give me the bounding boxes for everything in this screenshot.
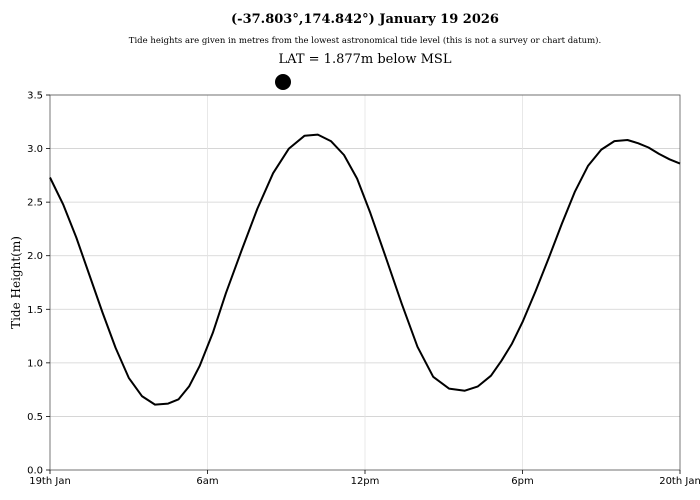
- x-tick-label: 12pm: [351, 476, 380, 487]
- x-tick-label: 19th Jan: [29, 476, 71, 487]
- x-tick-label: 20th Jan: [659, 476, 700, 487]
- y-tick-label: 3.0: [27, 144, 43, 155]
- chart-subtitle: Tide heights are given in metres from th…: [128, 36, 602, 46]
- y-tick-label: 3.5: [27, 91, 43, 102]
- y-tick-label: 2.5: [27, 198, 43, 209]
- y-tick-label: 2.0: [27, 251, 43, 262]
- x-tick-label: 6am: [196, 476, 218, 487]
- current-time-marker: [275, 74, 291, 90]
- tide-height-line: [49, 133, 681, 406]
- y-tick-label: 1.5: [27, 305, 43, 316]
- y-tick-label: 1.0: [27, 358, 43, 369]
- y-axis-label: Tide Height(m): [9, 236, 23, 329]
- chart-title: (-37.803°,174.842°) January 19 2026: [231, 12, 499, 27]
- y-tick-label: 0.0: [27, 466, 43, 477]
- x-tick-label: 6pm: [511, 476, 533, 487]
- y-tick-label: 0.5: [27, 412, 43, 423]
- lat-note: LAT = 1.877m below MSL: [278, 52, 452, 67]
